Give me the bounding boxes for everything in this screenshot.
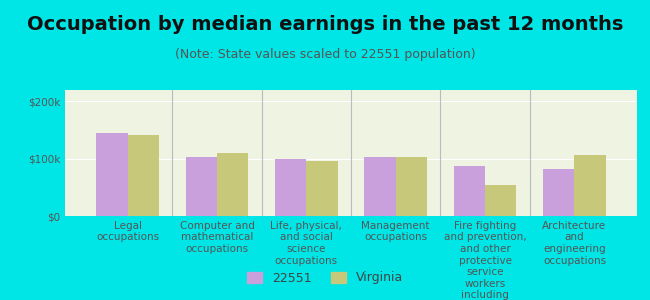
Bar: [575, 155, 606, 216]
Bar: [543, 169, 575, 216]
Legend: 22551, Virginia: 22551, Virginia: [241, 265, 409, 291]
Bar: [275, 159, 306, 216]
Bar: [96, 133, 127, 216]
Bar: [127, 135, 159, 216]
Bar: [365, 157, 396, 216]
Bar: [186, 157, 217, 216]
Text: (Note: State values scaled to 22551 population): (Note: State values scaled to 22551 popu…: [175, 48, 475, 61]
Bar: [396, 157, 427, 216]
Bar: [485, 184, 516, 216]
Bar: [217, 153, 248, 216]
Bar: [306, 161, 337, 216]
Bar: [454, 166, 485, 216]
Text: Occupation by median earnings in the past 12 months: Occupation by median earnings in the pas…: [27, 15, 623, 34]
